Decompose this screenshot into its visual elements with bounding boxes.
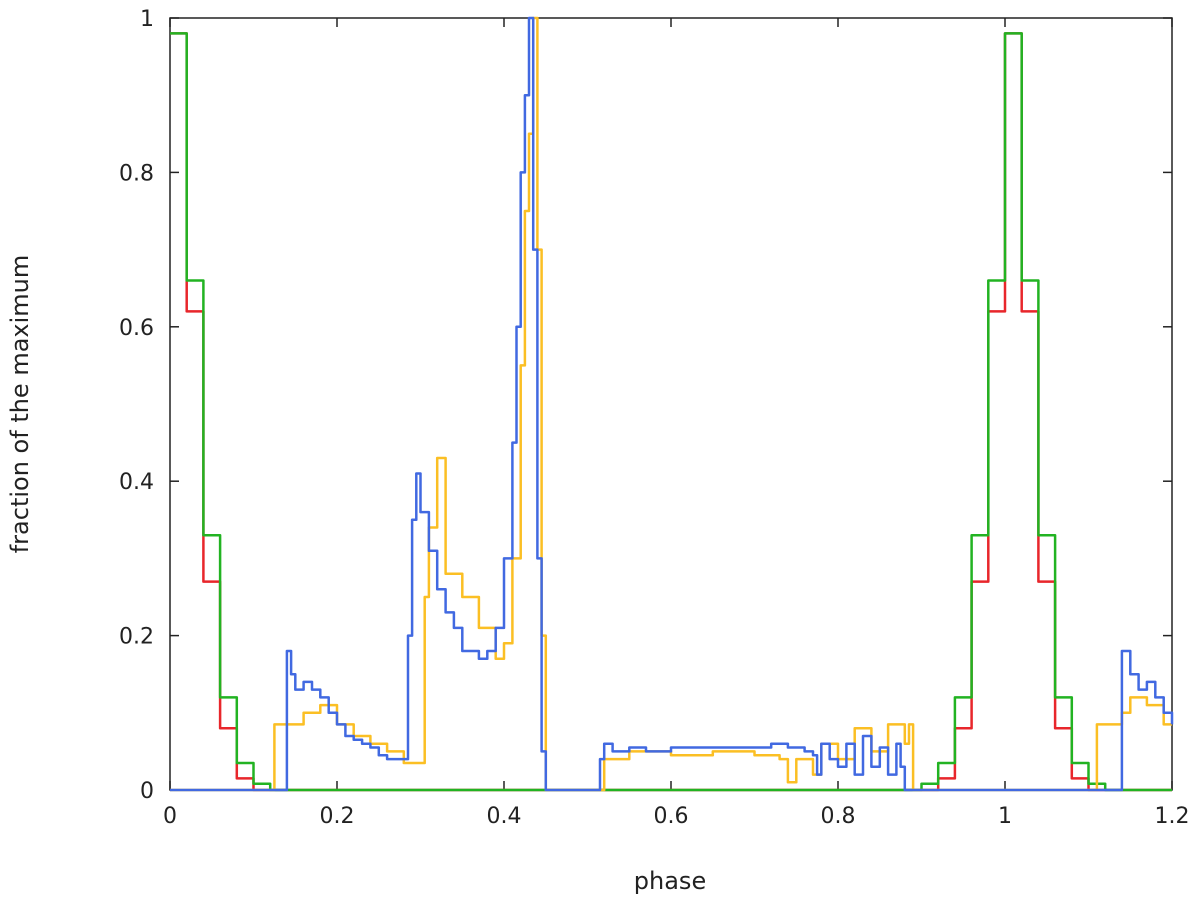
x-tick-label: 0.6 [654, 804, 689, 829]
y-tick-label: 0.2 [119, 625, 154, 650]
y-tick-label: 0.6 [119, 316, 154, 341]
x-tick-label: 1 [998, 804, 1012, 829]
series-line-4 [170, 16, 1174, 792]
series-layer [170, 16, 1174, 792]
y-tick-label: 1 [140, 7, 154, 32]
y-axis-title: fraction of the maximum [6, 255, 34, 554]
x-tick-label: 0.2 [320, 804, 355, 829]
x-tick-label: 0.8 [821, 804, 856, 829]
x-tick-label: 0.4 [487, 804, 522, 829]
y-tick-label: 0 [140, 779, 154, 804]
series-line-2 [170, 32, 1172, 792]
axis-ticks: 0 0.2 0.4 0.6 0.8 1 1.2 0 0.2 0.4 0.6 0.8 1 [119, 7, 1190, 829]
x-tick-label: 1.2 [1155, 804, 1190, 829]
series-line-3 [170, 16, 1172, 792]
y-tick-label: 0.4 [119, 470, 154, 495]
x-tick-label: 0 [163, 804, 177, 829]
y-tick-label: 0.8 [119, 161, 154, 186]
x-axis-title: phase [634, 867, 706, 895]
